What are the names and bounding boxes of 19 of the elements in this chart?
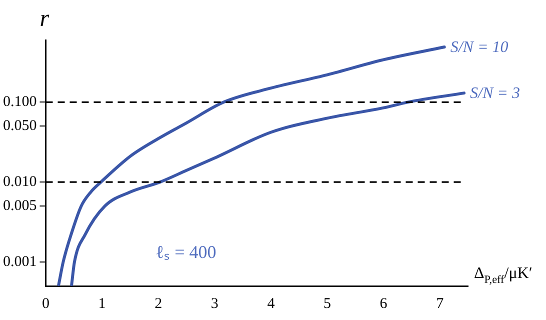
- line-series: [70, 92, 466, 286]
- y-tick-label: 0.010: [3, 174, 37, 190]
- y-tick-label: 0.100: [3, 94, 37, 110]
- x-tick-label: 5: [324, 296, 331, 312]
- y-tick-label: 0.005: [3, 198, 37, 214]
- x-tick-label: 4: [267, 296, 276, 312]
- x-tick-label: 7: [436, 296, 444, 312]
- x-tick-label: 6: [380, 296, 388, 312]
- x-tick-label: 1: [98, 296, 106, 312]
- x-tick-label: 0: [42, 296, 50, 312]
- series-label: S/N = 3: [470, 85, 520, 102]
- line-series: [57, 46, 446, 286]
- y-tick-label: 0.050: [3, 118, 37, 134]
- series-label: S/N = 10: [450, 39, 508, 56]
- y-axis-title: r: [40, 6, 50, 32]
- x-tick-label: 3: [210, 296, 218, 312]
- annotation: ℓₛ = 400: [156, 242, 216, 262]
- y-tick-label: 0.001: [3, 254, 37, 270]
- x-tick-label: 2: [154, 296, 162, 312]
